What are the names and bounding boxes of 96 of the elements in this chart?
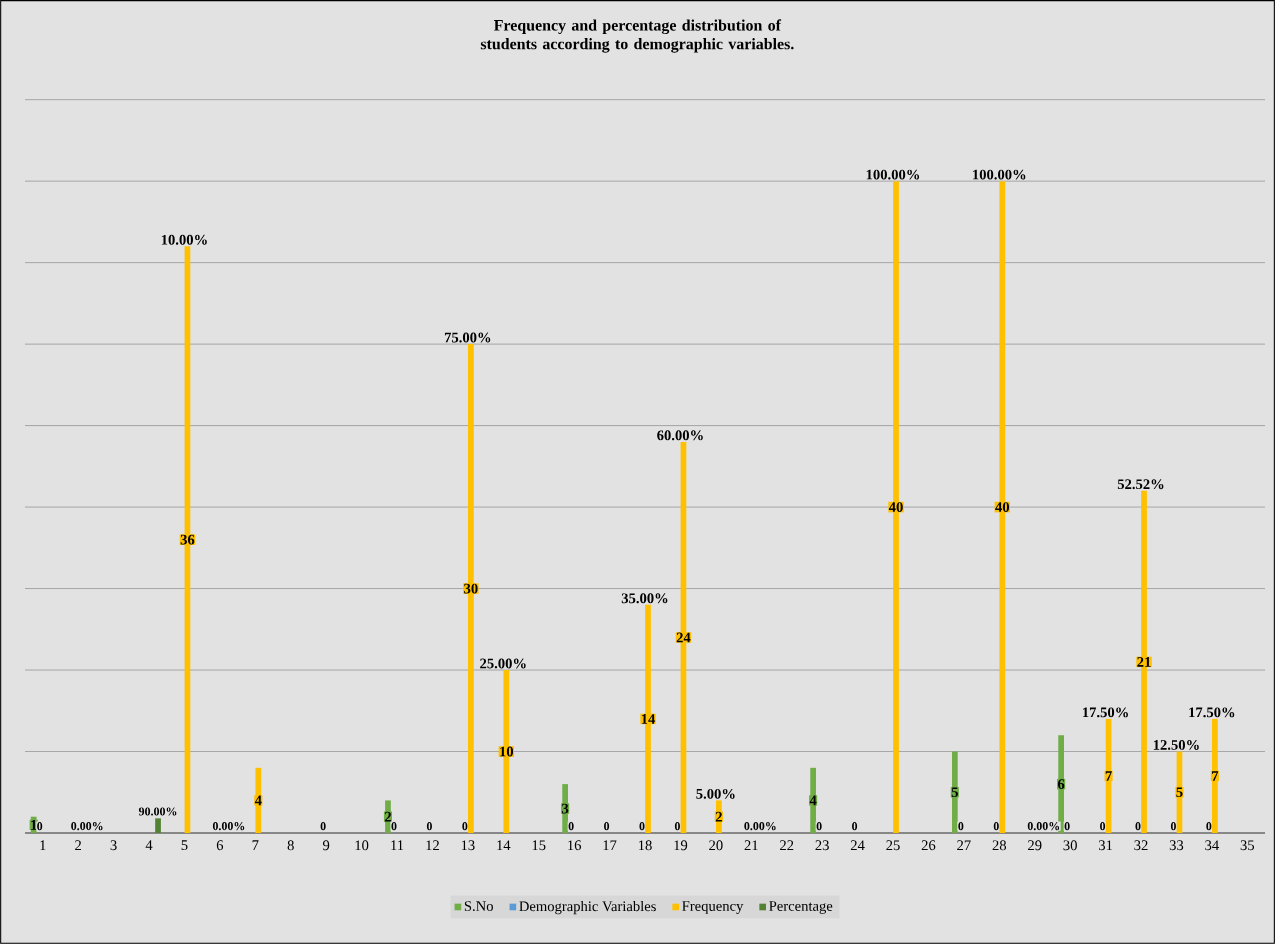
data-label: 0.00%	[212, 822, 245, 831]
x-tick-label: 2	[75, 840, 81, 851]
data-label: 0	[1206, 822, 1212, 831]
x-tick-label: 7	[252, 840, 259, 850]
data-label: 0	[604, 822, 610, 831]
data-label: 0	[958, 822, 964, 831]
legend-label: Frequency	[682, 901, 744, 914]
data-label: 0	[391, 822, 397, 831]
x-tick-label: 5	[181, 840, 188, 851]
data-label: 2	[715, 811, 722, 822]
data-label: 36	[180, 534, 195, 545]
x-tick-label: 19	[674, 840, 688, 851]
x-tick-label: 11	[391, 840, 404, 851]
x-tick-label: 27	[957, 840, 971, 851]
legend-label: S.No	[464, 901, 493, 912]
annotation: 17.50%	[1189, 707, 1235, 718]
x-tick-label: 17	[603, 840, 617, 851]
annotation: 12.50%	[1153, 740, 1199, 750]
x-tick-label: 15	[532, 840, 546, 851]
data-label: 0	[462, 822, 468, 831]
x-tick-label: 24	[850, 840, 865, 851]
x-tick-label: 8	[287, 840, 294, 851]
bar	[155, 818, 161, 833]
data-label: 40	[888, 502, 903, 513]
data-label: 0.00%	[71, 822, 103, 831]
data-label: 0	[852, 822, 858, 831]
x-tick-label: 13	[461, 840, 475, 851]
annotation: 25.00%	[480, 658, 526, 669]
annotation: 5.00%	[696, 788, 735, 799]
legend-label: Demographic Variables	[519, 900, 656, 915]
x-tick-label: 1	[40, 840, 46, 851]
x-tick-label: 12	[426, 840, 439, 851]
data-label: 0	[639, 822, 645, 831]
annotation: 100.00%	[973, 169, 1026, 180]
data-label: 7	[1105, 771, 1112, 781]
data-label: 0	[320, 822, 326, 831]
x-tick-label: 16	[568, 840, 582, 851]
x-tick-label: 34	[1205, 840, 1219, 851]
chart-title: Frequency and percentage distribution of students according to demographic variables.	[480, 19, 794, 53]
data-label: 0.00%	[744, 822, 776, 831]
data-label: 0.00%	[1027, 822, 1060, 831]
data-label: 3	[562, 803, 569, 814]
data-label: 0	[37, 822, 43, 831]
data-label: 7	[1212, 771, 1219, 781]
data-label: 0	[1135, 822, 1141, 831]
data-label: 14	[641, 714, 656, 724]
x-tick-label: 26	[921, 840, 936, 851]
annotation: 60.00%	[657, 430, 703, 441]
x-tick-label: 31	[1098, 840, 1112, 851]
x-tick-label: 30	[1063, 840, 1077, 851]
data-label: 2	[384, 811, 391, 822]
x-tick-label: 10	[355, 840, 369, 851]
data-label: 4	[809, 795, 817, 806]
x-tick-label: 14	[497, 840, 511, 851]
bar	[1212, 718, 1218, 833]
x-tick-label: 22	[780, 840, 794, 851]
data-label: 0	[993, 822, 999, 831]
x-tick-label: 32	[1134, 840, 1148, 851]
data-label: 0	[426, 822, 432, 831]
x-tick-label: 9	[322, 840, 330, 851]
x-tick-label: 35	[1240, 840, 1255, 851]
x-tick-label: 18	[638, 840, 652, 851]
x-tick-label: 33	[1169, 840, 1184, 851]
annotation: 100.00%	[866, 169, 920, 180]
data-label: 0	[568, 822, 574, 831]
x-tick-label: 21	[744, 840, 758, 851]
x-tick-label: 23	[815, 840, 829, 851]
x-tick-label: 20	[709, 840, 723, 851]
data-label: 0	[1100, 822, 1106, 831]
data-label: 5	[951, 787, 958, 798]
x-tick-label: 3	[110, 840, 117, 851]
data-label: 4	[254, 795, 262, 806]
legend-label: Percentage	[769, 901, 833, 914]
data-label: 90.00%	[138, 807, 177, 816]
x-tick-label: 28	[992, 840, 1007, 851]
annotation: 10.00%	[161, 234, 207, 245]
data-label: 21	[1137, 657, 1151, 667]
annotation: 17.50%	[1083, 707, 1128, 718]
data-label: 0	[816, 822, 822, 831]
data-label: 10	[500, 746, 514, 757]
data-label: 30	[464, 583, 478, 594]
data-label: 0	[1064, 822, 1070, 831]
x-tick-label: 29	[1028, 840, 1042, 851]
annotation: 75.00%	[444, 332, 491, 343]
annotation: 35.00%	[621, 593, 668, 604]
x-tick-label: 25	[886, 840, 900, 851]
x-tick-label: 4	[145, 840, 153, 850]
x-tick-label: 6	[216, 840, 224, 851]
data-label: 6	[1057, 779, 1065, 790]
annotation: 52.52%	[1117, 479, 1164, 490]
data-label: 5	[1176, 787, 1183, 798]
bar	[1058, 735, 1064, 833]
data-label: 40	[995, 502, 1010, 513]
data-label: 0	[674, 822, 680, 831]
data-label: 0	[1170, 822, 1176, 831]
data-label: 24	[676, 632, 691, 643]
